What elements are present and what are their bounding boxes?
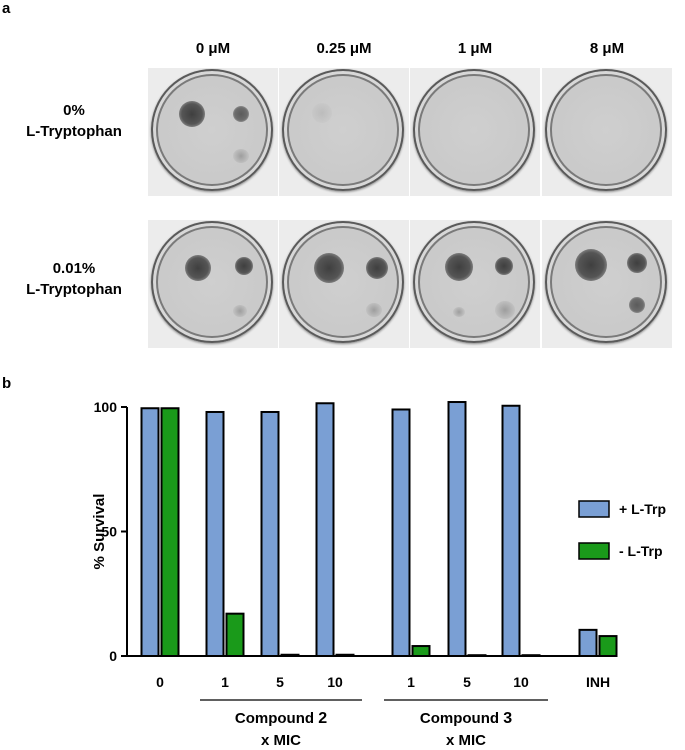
colony-faint bbox=[233, 305, 247, 317]
x-tick-label: 1 bbox=[407, 674, 415, 690]
row-header-0pct: 0% L-Tryptophan bbox=[0, 100, 148, 142]
row-header-0pct-line1: 0% bbox=[63, 102, 85, 119]
bar-plus-trp-4 bbox=[391, 408, 411, 657]
group-label-text: Compound bbox=[420, 710, 503, 727]
bar-plus-trp-5 bbox=[447, 401, 467, 657]
colony bbox=[179, 101, 205, 127]
colony bbox=[366, 257, 388, 279]
row-header-001pct-line1: 0.01% bbox=[52, 260, 96, 277]
petri-dish bbox=[282, 69, 404, 191]
panel-a-letter: a bbox=[2, 0, 11, 17]
column-header-0uM: 0 μM bbox=[195, 40, 231, 57]
bar-plus-trp-2 bbox=[260, 410, 280, 658]
plate-r2-c2 bbox=[279, 220, 409, 348]
plate-r1-c4 bbox=[542, 68, 672, 196]
group-label-text: Compound bbox=[235, 710, 318, 727]
legend-label-1: - L-Trp bbox=[619, 543, 663, 559]
colony bbox=[627, 253, 647, 273]
plate-r1-c2 bbox=[279, 68, 409, 196]
colony bbox=[185, 255, 211, 281]
plate-r2-c1 bbox=[148, 220, 278, 348]
panel-b-letter: b bbox=[2, 375, 12, 392]
bar-minus-trp-4 bbox=[411, 645, 431, 658]
colony-faint bbox=[366, 303, 382, 317]
x-tick-label: 5 bbox=[276, 674, 284, 690]
x-tick-label: INH bbox=[586, 674, 610, 690]
legend-swatch-0 bbox=[578, 500, 610, 518]
y-axis-title: % Survival bbox=[91, 494, 108, 570]
bar-minus-trp-0 bbox=[160, 407, 180, 658]
petri-dish bbox=[151, 221, 273, 343]
petri-dish bbox=[545, 69, 667, 191]
bar-minus-trp-7 bbox=[598, 635, 618, 657]
bar-plus-trp-0 bbox=[140, 407, 160, 658]
petri-dish bbox=[151, 69, 273, 191]
group-label-line1: Compound 3 bbox=[420, 710, 512, 727]
colony-faint bbox=[495, 301, 515, 319]
group-label-number: 3 bbox=[503, 710, 512, 727]
x-tick-label: 5 bbox=[463, 674, 471, 690]
colony bbox=[629, 297, 645, 313]
petri-dish bbox=[282, 221, 404, 343]
column-header-0.25uM: 0.25 μM bbox=[316, 40, 372, 57]
row-header-0pct-line2: L-Tryptophan bbox=[26, 123, 122, 140]
plate-r1-c3 bbox=[410, 68, 540, 196]
colony-faint bbox=[453, 307, 465, 317]
group-label-number: 2 bbox=[318, 710, 327, 727]
bar-plus-trp-7 bbox=[578, 628, 598, 657]
petri-dish bbox=[545, 221, 667, 343]
petri-dish bbox=[413, 221, 535, 343]
plate-r1-c1 bbox=[148, 68, 278, 196]
plate-r2-c3 bbox=[410, 220, 540, 348]
colony bbox=[314, 253, 344, 283]
colony bbox=[445, 253, 473, 281]
x-tick-label: 10 bbox=[513, 674, 529, 690]
y-tick-label: 0 bbox=[109, 648, 117, 664]
x-tick-label: 10 bbox=[327, 674, 343, 690]
bar-minus-trp-1 bbox=[225, 612, 245, 657]
group-label-line2: x MIC bbox=[261, 732, 301, 749]
legend-label-0: + L-Trp bbox=[619, 501, 666, 517]
plate-r2-c4 bbox=[542, 220, 672, 348]
colony bbox=[235, 257, 253, 275]
bar-plus-trp-6 bbox=[501, 404, 521, 657]
colony-faint bbox=[233, 149, 249, 163]
column-header-8uM: 8 μM bbox=[589, 40, 625, 57]
group-label-line1: Compound 2 bbox=[235, 710, 327, 727]
row-header-001pct-line2: L-Tryptophan bbox=[26, 281, 122, 298]
bar-plus-trp-3 bbox=[315, 402, 335, 657]
colony bbox=[495, 257, 513, 275]
x-tick-label: 1 bbox=[221, 674, 229, 690]
colony bbox=[233, 106, 249, 122]
y-tick-label: 50 bbox=[101, 524, 117, 540]
y-tick-label: 100 bbox=[94, 399, 118, 415]
group-label-line2: x MIC bbox=[446, 732, 486, 749]
row-header-001pct: 0.01% L-Tryptophan bbox=[0, 258, 148, 300]
bar-plus-trp-1 bbox=[205, 410, 225, 658]
x-tick-label: 0 bbox=[156, 674, 164, 690]
legend-swatch-1 bbox=[578, 542, 610, 560]
column-header-1uM: 1 μM bbox=[457, 40, 493, 57]
petri-dish bbox=[413, 69, 535, 191]
colony-faint bbox=[312, 103, 332, 123]
colony bbox=[575, 249, 607, 281]
